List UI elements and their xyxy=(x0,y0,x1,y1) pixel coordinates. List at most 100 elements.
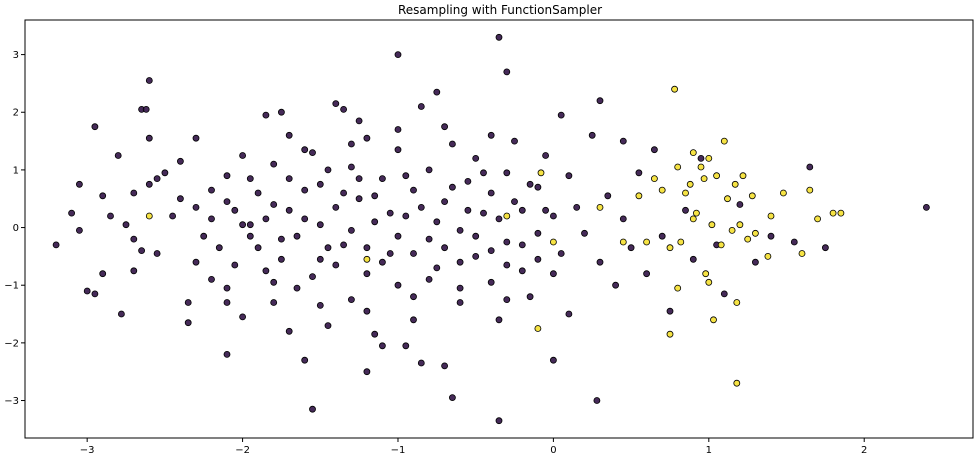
data-point-s0-135 xyxy=(503,68,511,76)
data-point-s0-54 xyxy=(332,203,340,211)
data-point-s1-41 xyxy=(748,192,756,200)
data-point-s0-126 xyxy=(822,244,829,252)
data-point-s0-186 xyxy=(223,198,231,206)
data-point-s1-9 xyxy=(643,238,650,246)
data-point-s0-143 xyxy=(557,111,565,119)
data-point-s0-8 xyxy=(76,226,83,234)
data-point-s0-76 xyxy=(441,362,449,370)
data-point-s0-191 xyxy=(192,203,200,211)
data-point-s1-42 xyxy=(752,229,759,237)
data-point-s0-138 xyxy=(417,359,425,367)
data-point-s0-113 xyxy=(651,146,658,154)
data-point-s0-159 xyxy=(355,175,363,183)
data-point-s0-80 xyxy=(464,177,472,185)
data-point-s0-49 xyxy=(301,356,309,364)
data-point-s0-63 xyxy=(378,342,386,350)
data-point-s0-93 xyxy=(534,183,542,191)
data-point-s1-27 xyxy=(705,278,713,286)
data-point-s0-2 xyxy=(76,180,83,188)
data-point-s0-91 xyxy=(518,267,526,275)
data-point-s0-188 xyxy=(239,221,247,229)
data-point-s0-112 xyxy=(643,270,650,278)
data-point-s1-25 xyxy=(702,270,710,278)
data-point-s0-21 xyxy=(169,212,177,220)
data-point-s0-88 xyxy=(503,238,511,246)
data-point-s0-175 xyxy=(480,169,487,177)
data-point-s0-20 xyxy=(161,169,169,177)
data-point-s0-179 xyxy=(511,198,518,206)
data-point-s0-120 xyxy=(720,290,728,298)
data-point-s0-152 xyxy=(309,273,316,281)
x-axis: −3 −2 −1 0 1 2 xyxy=(80,438,867,456)
data-point-s0-96 xyxy=(550,212,557,220)
data-point-s0-163 xyxy=(386,209,394,217)
data-point-s0-128 xyxy=(309,405,316,413)
data-point-s0-11 xyxy=(122,221,130,229)
data-point-s1-29 xyxy=(710,316,717,324)
data-point-s0-7 xyxy=(107,212,114,220)
data-point-s0-109 xyxy=(619,137,627,145)
data-point-s0-190 xyxy=(200,232,208,240)
data-point-s0-144 xyxy=(246,175,254,183)
data-point-s0-100 xyxy=(565,310,573,318)
data-point-s0-70 xyxy=(410,186,417,194)
data-point-s0-1 xyxy=(68,209,75,217)
data-point-s0-122 xyxy=(752,258,759,266)
data-point-s0-136 xyxy=(145,77,153,84)
data-point-s0-37 xyxy=(239,152,247,159)
data-point-s0-149 xyxy=(285,206,293,214)
data-point-s0-146 xyxy=(262,215,270,223)
data-point-s0-203 xyxy=(223,299,231,306)
data-point-s1-36 xyxy=(736,221,744,229)
data-point-s1-14 xyxy=(671,85,678,93)
data-point-s1-50 xyxy=(837,209,845,217)
data-point-s0-58 xyxy=(347,296,355,304)
data-point-s0-102 xyxy=(581,229,588,237)
data-point-s0-142 xyxy=(433,88,441,96)
data-point-s0-118 xyxy=(697,154,705,162)
data-point-s0-86 xyxy=(495,316,503,324)
data-point-s0-84 xyxy=(487,278,495,286)
data-point-s0-47 xyxy=(293,284,301,292)
data-point-s0-111 xyxy=(635,169,643,177)
data-point-s0-177 xyxy=(495,215,503,223)
data-point-s0-185 xyxy=(215,244,223,252)
data-point-s1-24 xyxy=(700,175,708,183)
data-point-s0-124 xyxy=(790,238,798,246)
data-point-s1-30 xyxy=(713,172,720,180)
data-point-s0-134 xyxy=(495,33,503,41)
y-tick-label: −3 xyxy=(4,396,19,407)
data-point-s0-162 xyxy=(378,258,386,266)
data-point-s1-10 xyxy=(651,175,658,183)
points-layer xyxy=(52,33,930,425)
data-point-s0-26 xyxy=(138,247,146,255)
data-point-s0-56 xyxy=(340,241,348,249)
data-point-s0-148 xyxy=(277,255,285,263)
data-point-s1-37 xyxy=(733,299,741,306)
data-point-s0-153 xyxy=(316,221,324,229)
data-point-s0-92 xyxy=(526,293,534,301)
data-point-s0-82 xyxy=(472,154,480,162)
data-point-s0-61 xyxy=(363,134,371,142)
data-point-s0-130 xyxy=(448,394,456,402)
y-tick-label: 0 xyxy=(13,223,19,234)
data-point-s1-31 xyxy=(717,241,725,249)
data-point-s0-25 xyxy=(145,180,153,188)
data-point-s0-195 xyxy=(441,123,449,131)
data-point-s0-6 xyxy=(99,192,107,200)
y-tick-label: 1 xyxy=(13,165,19,176)
data-point-s1-18 xyxy=(682,189,689,197)
data-point-s0-27 xyxy=(130,235,138,243)
data-point-s0-94 xyxy=(534,229,542,237)
data-point-s0-165 xyxy=(402,172,410,180)
data-point-s0-9 xyxy=(91,123,99,131)
data-point-s0-166 xyxy=(410,250,417,257)
x-tick-label: −1 xyxy=(391,445,406,456)
data-point-s1-35 xyxy=(731,180,739,188)
data-point-s0-78 xyxy=(456,226,464,234)
data-point-s0-189 xyxy=(246,232,254,240)
data-point-s0-140 xyxy=(277,108,285,116)
x-tick-label: 2 xyxy=(861,445,867,456)
data-point-s0-28 xyxy=(176,157,184,165)
